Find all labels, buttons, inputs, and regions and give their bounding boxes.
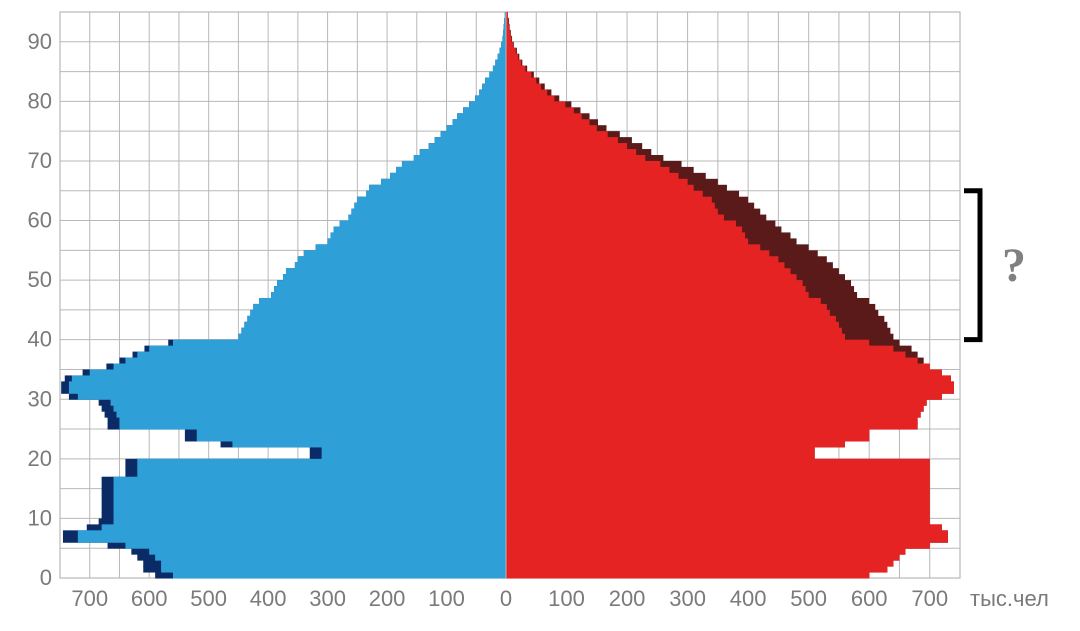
y-tick-label: 70 xyxy=(28,148,52,173)
x-tick-label: 200 xyxy=(369,586,406,611)
x-tick-label: 200 xyxy=(609,586,646,611)
x-tick-label: 700 xyxy=(911,586,948,611)
y-tick-label: 30 xyxy=(28,386,52,411)
x-axis-title: тыс.чел xyxy=(970,586,1049,611)
x-tick-label: 700 xyxy=(71,586,108,611)
x-tick-label: 300 xyxy=(669,586,706,611)
x-tick-label: 600 xyxy=(851,586,888,611)
x-tick-label: 100 xyxy=(548,586,585,611)
y-tick-label: 80 xyxy=(28,88,52,113)
x-tick-label: 400 xyxy=(250,586,287,611)
y-tick-label: 0 xyxy=(40,565,52,590)
x-tick-label: 0 xyxy=(500,586,512,611)
y-tick-label: 40 xyxy=(28,327,52,352)
y-tick-label: 90 xyxy=(28,29,52,54)
x-tick-label: 300 xyxy=(309,586,346,611)
x-tick-label: 100 xyxy=(428,586,465,611)
chart-svg: 0 10 20 30 40 50 60 70 80 90 700 600 500 400 300 200 100… xyxy=(0,0,1080,631)
question-mark: ? xyxy=(1002,239,1026,292)
x-tick-label: 400 xyxy=(730,586,767,611)
y-tick-label: 20 xyxy=(28,446,52,471)
x-tick-label: 500 xyxy=(790,586,827,611)
y-tick-label: 60 xyxy=(28,208,52,233)
y-tick-label: 10 xyxy=(28,505,52,530)
population-pyramid-chart: 0 10 20 30 40 50 60 70 80 90 700 600 500 400 300 200 100… xyxy=(0,0,1080,631)
x-tick-label: 600 xyxy=(131,586,168,611)
y-tick-label: 50 xyxy=(28,267,52,292)
x-tick-label: 500 xyxy=(190,586,227,611)
